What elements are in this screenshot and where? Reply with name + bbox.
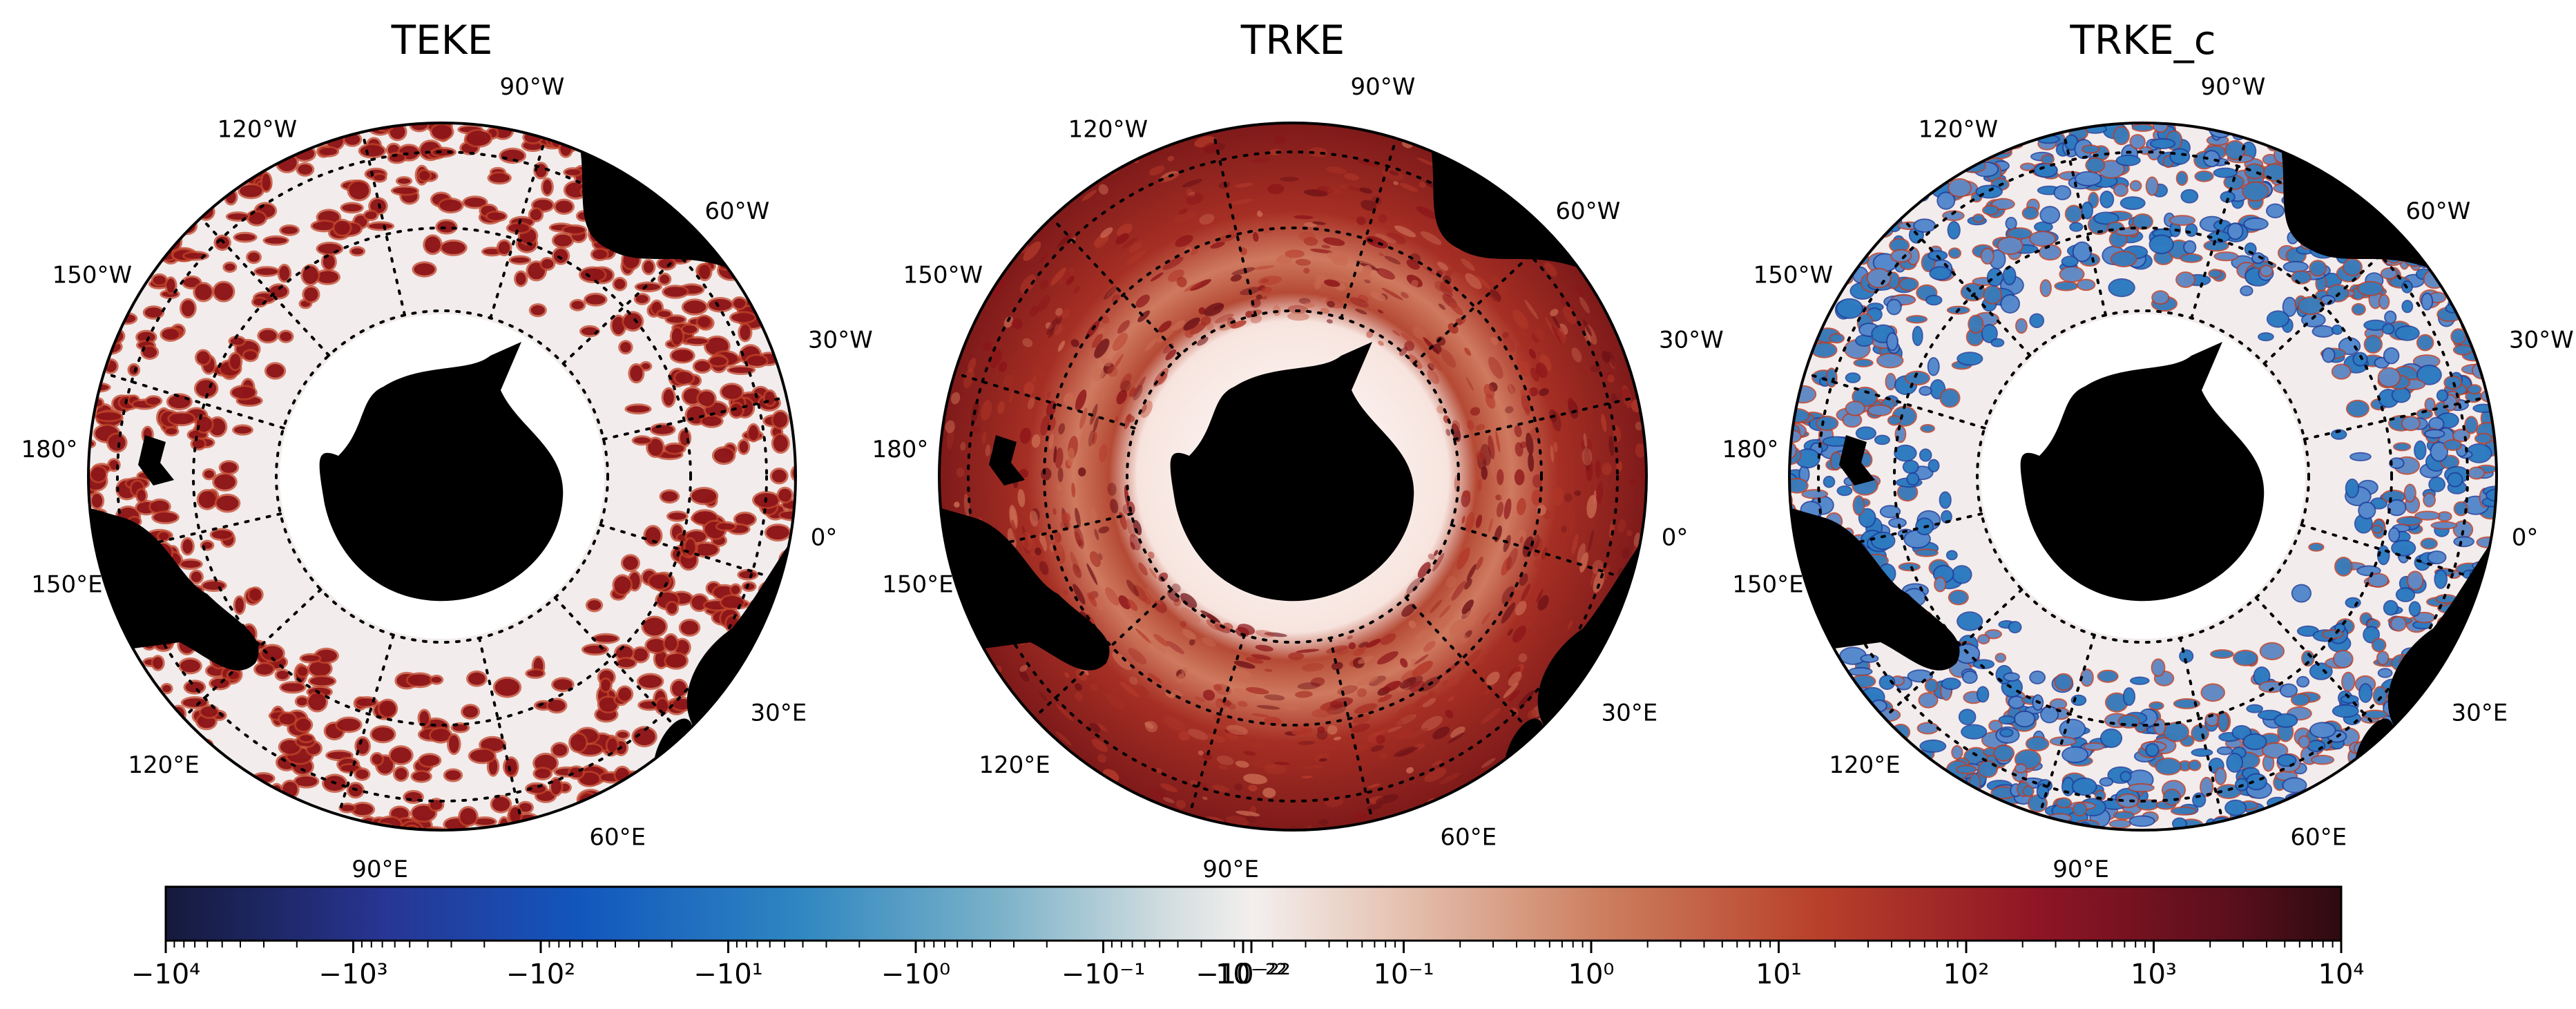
meridian-label: 150°E: [31, 571, 102, 599]
antarctica: [319, 342, 564, 602]
map-boundary: [1788, 122, 2498, 832]
graticule: [1797, 131, 2489, 823]
map-boundary: [938, 122, 1648, 832]
colorbar-tick-label: −10⁻²²: [1195, 959, 1291, 990]
meridian-label: 180°: [1722, 436, 1778, 463]
south-america: [2274, 123, 2497, 269]
colorbar-tick-label: 10²: [1943, 959, 1990, 990]
south-america: [1424, 123, 1646, 269]
meridian-label: 150°E: [1732, 571, 1803, 599]
meridian-label: 0°: [811, 524, 838, 552]
meridian-label: 90°W: [500, 73, 565, 101]
panel-title: TRKE: [1240, 17, 1345, 64]
meridian-label: 150°E: [882, 571, 953, 599]
meridian-label: 30°E: [1602, 699, 1658, 727]
colorbar-tick-label: 10¹: [1756, 959, 1802, 990]
meridian-label: 180°: [872, 436, 928, 463]
meridian-label: 60°E: [1440, 823, 1497, 851]
meridian-label: 30°W: [2509, 326, 2574, 354]
meridian-label: 90°E: [1202, 856, 1259, 883]
panel-title: TEKE: [391, 17, 493, 64]
meridian-label: 150°W: [1753, 262, 1834, 289]
meridian-label: 90°E: [2053, 856, 2109, 883]
meridian-label: 90°W: [2201, 73, 2266, 101]
meridian-label: 60°W: [2405, 198, 2470, 225]
meridian-label: 120°W: [1919, 116, 1999, 144]
meridian-label: 30°E: [751, 699, 807, 727]
meridian-label: 60°E: [589, 823, 646, 851]
antarctica: [2020, 342, 2265, 602]
meridian-label: 120°E: [979, 751, 1050, 779]
colorbar-tick-label: 10⁰: [1568, 959, 1615, 990]
meridian-label: 60°W: [1555, 198, 1620, 225]
meridian-label: 150°W: [52, 262, 133, 289]
panel-title: TRKE_c: [2069, 17, 2215, 64]
colorbar-tick-label: 10⁻¹: [1373, 959, 1434, 990]
new-zealand: [1839, 435, 1875, 486]
meridian-label: 120°E: [1829, 751, 1900, 779]
map-boundary: [87, 122, 797, 832]
meridian-label: 120°W: [1068, 116, 1148, 144]
meridian-label: 60°E: [2290, 823, 2347, 851]
meridian-label: 180°: [21, 436, 77, 463]
colorbar-tick-label: −10²: [506, 959, 575, 990]
new-zealand: [989, 435, 1025, 486]
meridian-label: 150°W: [903, 262, 983, 289]
new-zealand: [138, 435, 174, 486]
colorbar-tick-label: −10⁰: [881, 959, 950, 990]
meridian-label: 30°W: [808, 326, 873, 354]
map-panel-2: TRKE 120°W 90°W 60°W 150°W 30°W 180° 0° 150°E 30°…: [872, 17, 1723, 883]
meridian-label: 120°E: [128, 751, 199, 779]
south-america: [573, 123, 796, 269]
colorbar-tick-label: 10⁴: [2318, 959, 2365, 990]
antarctica: [1170, 342, 1414, 602]
meridian-label: 90°E: [352, 856, 408, 883]
meridian-label: 30°W: [1659, 326, 1724, 354]
colorbar-tick-label: −10³: [318, 959, 387, 990]
colorbar-tick-label: 10⁻²²: [1215, 959, 1287, 990]
colorbar-tick-label: −10⁻¹: [1061, 959, 1146, 990]
meridian-label: 120°W: [218, 116, 298, 144]
colorbar-bar: [164, 885, 2343, 942]
colorbar-tick-label: −10¹: [693, 959, 762, 990]
colorbar-tick-label: −10⁴: [131, 959, 200, 990]
meridian-label: 0°: [2512, 524, 2539, 552]
map-panel-3: TRKE_c 120°W 90°W 60°W 150°W 30°W 180° 0° 150°E 3…: [1722, 17, 2573, 883]
meridian-label: 30°E: [2452, 699, 2508, 727]
meridian-label: 60°W: [704, 198, 769, 225]
graticule: [947, 131, 1639, 823]
graticule: [96, 131, 788, 823]
map-panel-1: TEKE 120°W 90°W 60°W 150°W 30°W 180° 0° 150°E 30°…: [21, 17, 872, 883]
meridian-label: 0°: [1662, 524, 1689, 552]
colorbar-tick-label: 10³: [2131, 959, 2177, 990]
meridian-label: 90°W: [1351, 73, 1416, 101]
